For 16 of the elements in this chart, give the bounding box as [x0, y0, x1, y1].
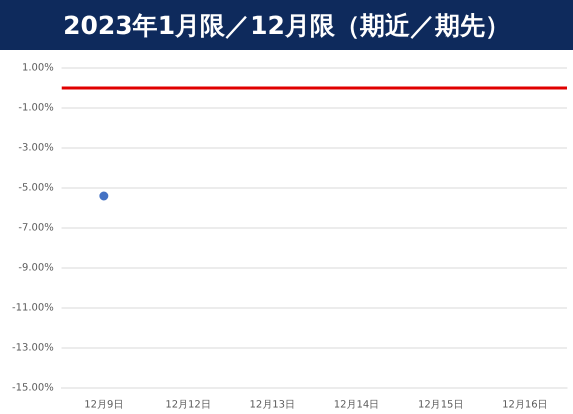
y-tick-label: -11.00%	[12, 302, 54, 314]
y-tick-label: -1.00%	[18, 102, 54, 114]
y-tick-label: -9.00%	[18, 262, 54, 274]
y-tick-label: -7.00%	[18, 222, 54, 234]
x-tick-label: 12月13日	[250, 400, 295, 411]
x-tick-label: 12月9日	[84, 400, 124, 411]
y-tick-label: 1.00%	[22, 62, 54, 74]
y-tick-label: -5.00%	[18, 182, 54, 194]
y-tick-label: -15.00%	[12, 382, 54, 394]
y-tick-label: -3.00%	[18, 142, 54, 154]
x-tick-label: 12月14日	[334, 400, 380, 411]
y-tick-label: -13.00%	[12, 342, 54, 354]
chart-title: 2023年1月限／12月限（期近／期先）	[63, 10, 510, 42]
x-tick-label: 12月15日	[418, 400, 464, 411]
x-tick-label: 12月12日	[165, 400, 211, 411]
x-tick-label: 12月16日	[502, 400, 548, 411]
